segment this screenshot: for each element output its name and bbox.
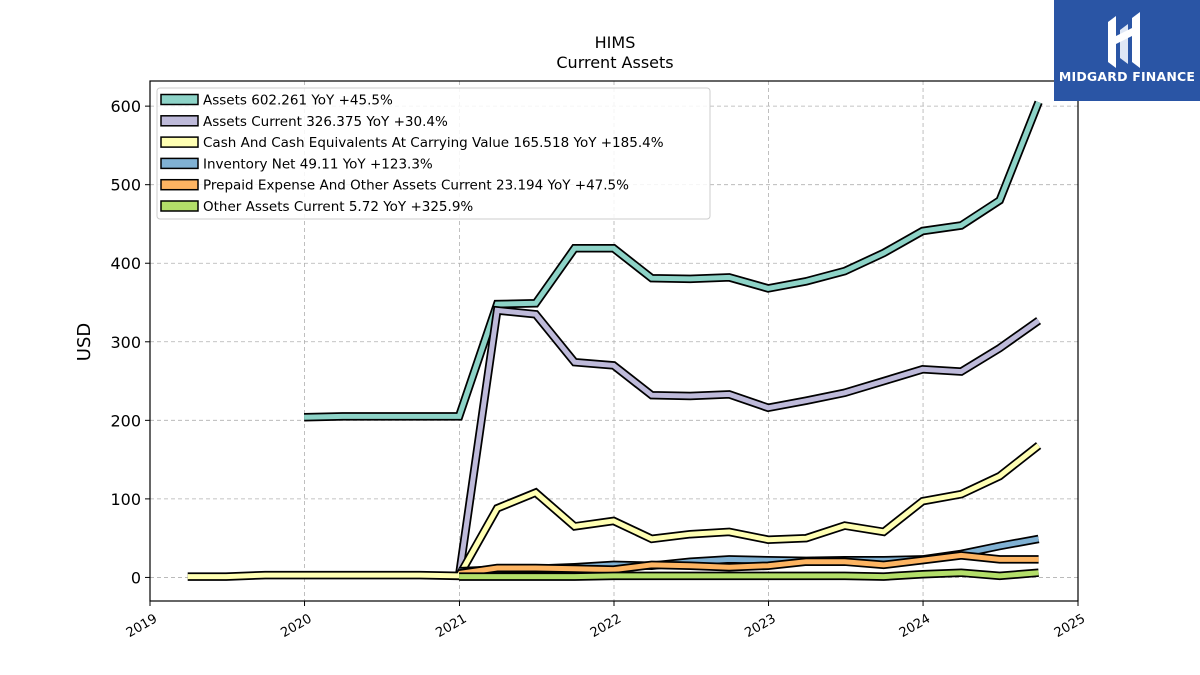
y-tick-label: 0 (131, 568, 141, 587)
x-tick-label: 2024 (897, 611, 933, 641)
logo-brand-text: MIDGARD FINANCE (1058, 69, 1196, 84)
midgard-finance-logo: MIDGARD FINANCE (1054, 0, 1200, 101)
legend-swatch (160, 136, 199, 148)
legend-entry: Prepaid Expense And Other Assets Current… (203, 178, 629, 194)
chart-title: HIMS (595, 33, 636, 52)
y-tick-label: 600 (110, 97, 141, 116)
x-tick-label: 2025 (1052, 611, 1088, 641)
y-tick-label: 100 (110, 490, 141, 509)
legend-entry: Cash And Cash Equivalents At Carrying Va… (203, 135, 664, 151)
y-tick-label: 300 (110, 333, 141, 352)
x-tick-label: 2021 (433, 611, 469, 641)
series-line (187, 443, 1041, 580)
legend-entry: Assets 602.261 YoY +45.5% (203, 93, 393, 109)
series-line (459, 570, 1039, 580)
x-tick-label: 2023 (742, 611, 778, 641)
y-tick-label: 500 (110, 176, 141, 195)
x-tick-label: 2020 (278, 611, 314, 641)
legend-entry: Inventory Net 49.11 YoY +123.3% (203, 156, 433, 172)
y-axis-label: USD (74, 323, 95, 361)
legend-swatch (160, 115, 199, 127)
y-tick-label: 200 (110, 411, 141, 430)
series-line (458, 552, 1039, 576)
x-tick-label: 2022 (588, 611, 624, 641)
chart-subtitle: Current Assets (556, 53, 673, 72)
legend-swatch (160, 200, 199, 212)
series-lines (187, 100, 1043, 581)
legend-box (156, 87, 711, 220)
series-line (456, 307, 1041, 577)
legend-entry: Other Assets Current 5.72 YoY +325.9% (203, 199, 473, 215)
legend-swatch (160, 178, 199, 191)
midgard-logo-icon (1108, 12, 1140, 68)
legend-swatch (160, 157, 199, 170)
y-tick-label: 400 (110, 254, 141, 273)
legend: Assets 602.261 YoY +45.5% Assets Current … (156, 87, 711, 220)
x-tick-label: 2019 (124, 611, 160, 641)
legend-swatch (160, 93, 199, 106)
series-line (304, 101, 1041, 420)
legend-entry: Assets Current 326.375 YoY +30.4% (203, 114, 448, 130)
